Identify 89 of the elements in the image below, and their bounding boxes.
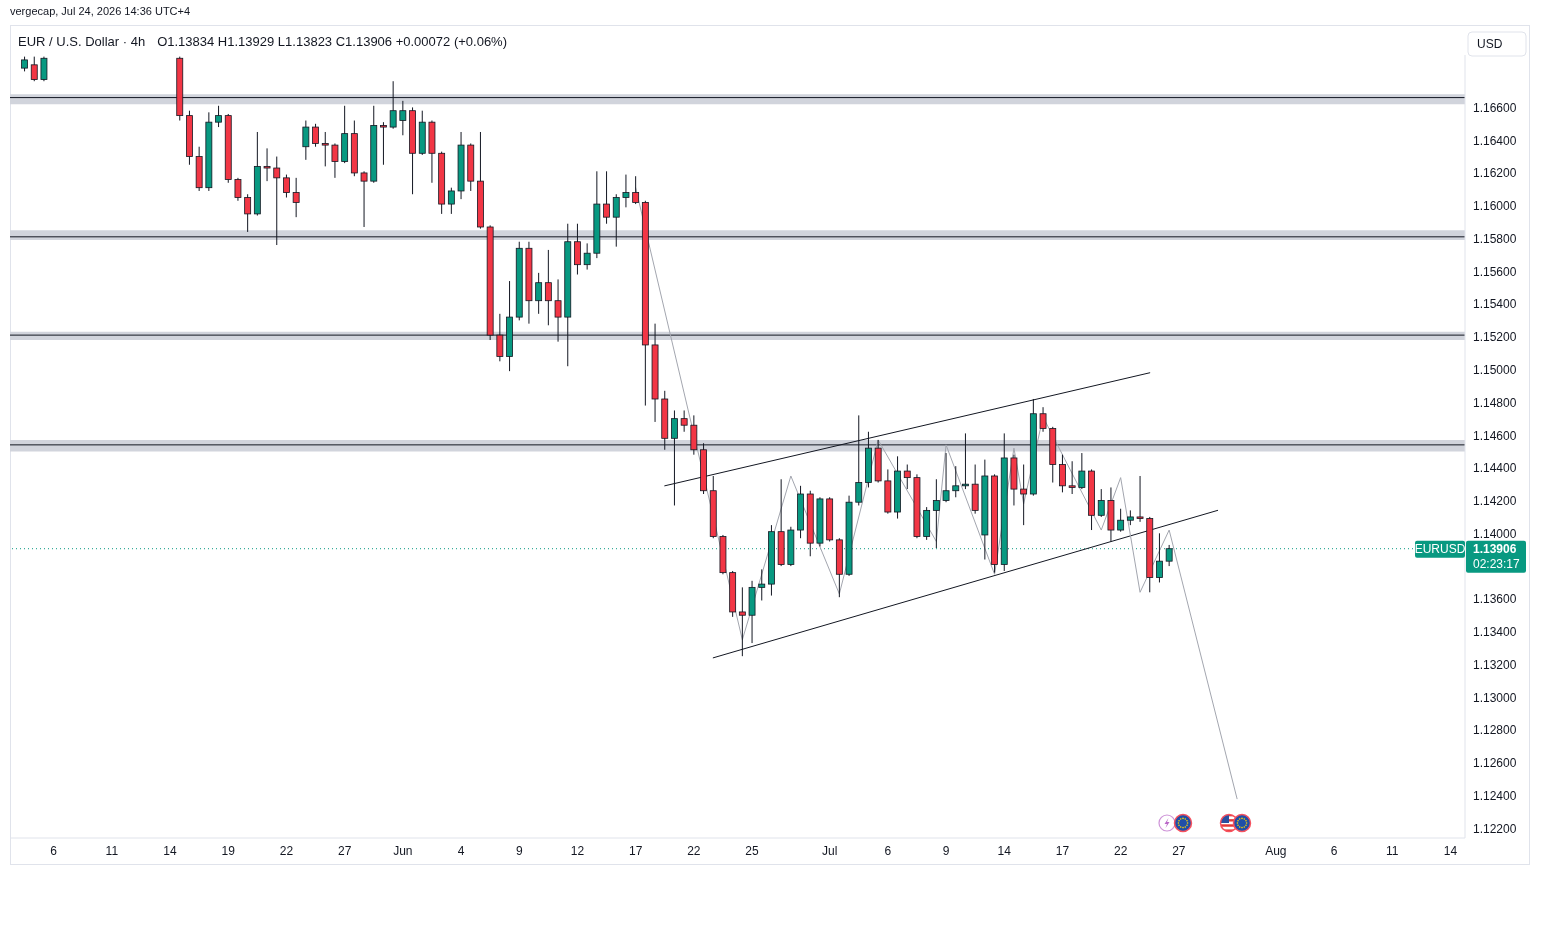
x-tick-label: 6: [884, 843, 892, 858]
y-tick-label: 1.16600: [1473, 100, 1517, 115]
x-tick-label: 22: [279, 843, 294, 858]
y-tick-label: 1.14800: [1473, 395, 1517, 410]
x-tick-label: 9: [515, 843, 523, 858]
x-tick-label: 11: [1386, 843, 1399, 858]
x-tick-label: 6: [50, 843, 58, 858]
candlestick: [331, 142, 339, 179]
y-tick-label: 1.13906: [1473, 542, 1517, 557]
y-tick-label: 1.15400: [1473, 297, 1517, 312]
chart-subtitle: O1.13834 H1.13929 L1.13823 C1.13906 +0.00072 (+0.06%): [157, 34, 507, 49]
candlestick: [360, 170, 368, 228]
candlestick: [1097, 488, 1105, 518]
candlestick: [447, 187, 455, 215]
candlestick: [312, 123, 319, 148]
x-tick-label: 17: [628, 843, 643, 858]
ref-line-label: EURUSD: [1414, 542, 1466, 557]
y-tick-label: 1.12600: [1473, 756, 1517, 771]
candlestick: [942, 452, 950, 503]
x-tick-label: 19: [221, 843, 236, 858]
candlestick: [302, 120, 310, 161]
x-tick-label: Jul: [821, 843, 838, 858]
y-tick-label: 1.15000: [1473, 363, 1517, 378]
x-tick-label: 27: [337, 843, 352, 858]
x-tick-label: 6: [1330, 843, 1338, 858]
candlestick: [535, 272, 543, 315]
candlestick: [321, 131, 329, 167]
y-tick-label: 1.13400: [1473, 625, 1517, 640]
x-tick-label: 27: [1172, 843, 1186, 858]
y-tick-label: 1.12400: [1473, 788, 1517, 803]
y-tick-label: 1.15800: [1473, 231, 1517, 246]
candlestick: [1068, 460, 1076, 495]
candlestick: [1039, 406, 1047, 433]
candlestick: [215, 105, 222, 128]
candlestick: [544, 249, 552, 326]
candlestick: [40, 56, 48, 82]
candlestick: [632, 175, 640, 205]
candlestick: [952, 465, 960, 498]
candlestick: [758, 568, 766, 601]
candlestick: [234, 177, 242, 202]
candlestick: [1078, 452, 1086, 490]
x-tick-label: 14: [997, 843, 1012, 858]
x-tick-label: Aug: [1265, 843, 1287, 858]
x-tick-label: 22: [687, 843, 701, 858]
x-tick-label: 14: [1443, 843, 1458, 858]
y-tick-label: 1.15600: [1473, 264, 1517, 279]
x-tick-label: 22: [1113, 843, 1128, 858]
text: vergecap, Jul 24, 2026 14:36 UTC+4: [10, 5, 191, 17]
y-tick-label: 1.13600: [1473, 592, 1517, 607]
candlestick: [1059, 454, 1066, 493]
x-tick-label: 11: [105, 843, 119, 858]
candlestick: [30, 56, 38, 82]
candlestick: [263, 147, 271, 182]
candlestick: [292, 177, 300, 218]
y-tick-label: 1.14200: [1473, 494, 1517, 509]
x-tick-label: 12: [570, 843, 585, 858]
y-tick-label: 1.16200: [1473, 166, 1517, 181]
x-tick-label: Jun: [393, 843, 413, 858]
y-tick-label: 1.14400: [1473, 461, 1517, 476]
y-tick-label: 1.14600: [1473, 428, 1517, 443]
candlestick: [603, 170, 610, 225]
candlestick: [1117, 508, 1125, 533]
y-tick-label: 1.12800: [1473, 723, 1517, 738]
text: 02:23:17: [1473, 557, 1521, 572]
y-tick-label: 1.12200: [1473, 821, 1517, 836]
y-tick-label: 1.16000: [1473, 199, 1517, 214]
y-tick-label: 1.16400: [1473, 133, 1517, 148]
x-tick-label: 14: [163, 843, 178, 858]
candlestick: [399, 100, 407, 136]
candlestick: [244, 193, 252, 233]
candlestick: [680, 409, 688, 433]
chart-title: EUR / U.S. Dollar · 4h: [18, 34, 146, 49]
y-tick-label: 1.13000: [1473, 690, 1517, 705]
candlestick: [903, 464, 911, 490]
y-tick-label: 1.15200: [1473, 330, 1517, 345]
candlestick: [380, 121, 387, 166]
candlestick: [1156, 532, 1163, 583]
x-tick-label: 9: [942, 843, 950, 858]
candlestick: [622, 174, 630, 208]
x-tick-label: 4: [457, 843, 465, 858]
x-tick-label: 17: [1055, 843, 1070, 858]
candlestick: [583, 242, 591, 271]
x-tick-label: 25: [745, 843, 760, 858]
y-axis-title: USD: [1477, 37, 1503, 51]
candlestick: [283, 174, 290, 199]
candlestick: [1136, 475, 1144, 523]
y-tick-label: 1.13200: [1473, 657, 1517, 672]
candlestick: [1020, 464, 1028, 526]
y-tick-label: 1.14000: [1473, 526, 1517, 541]
